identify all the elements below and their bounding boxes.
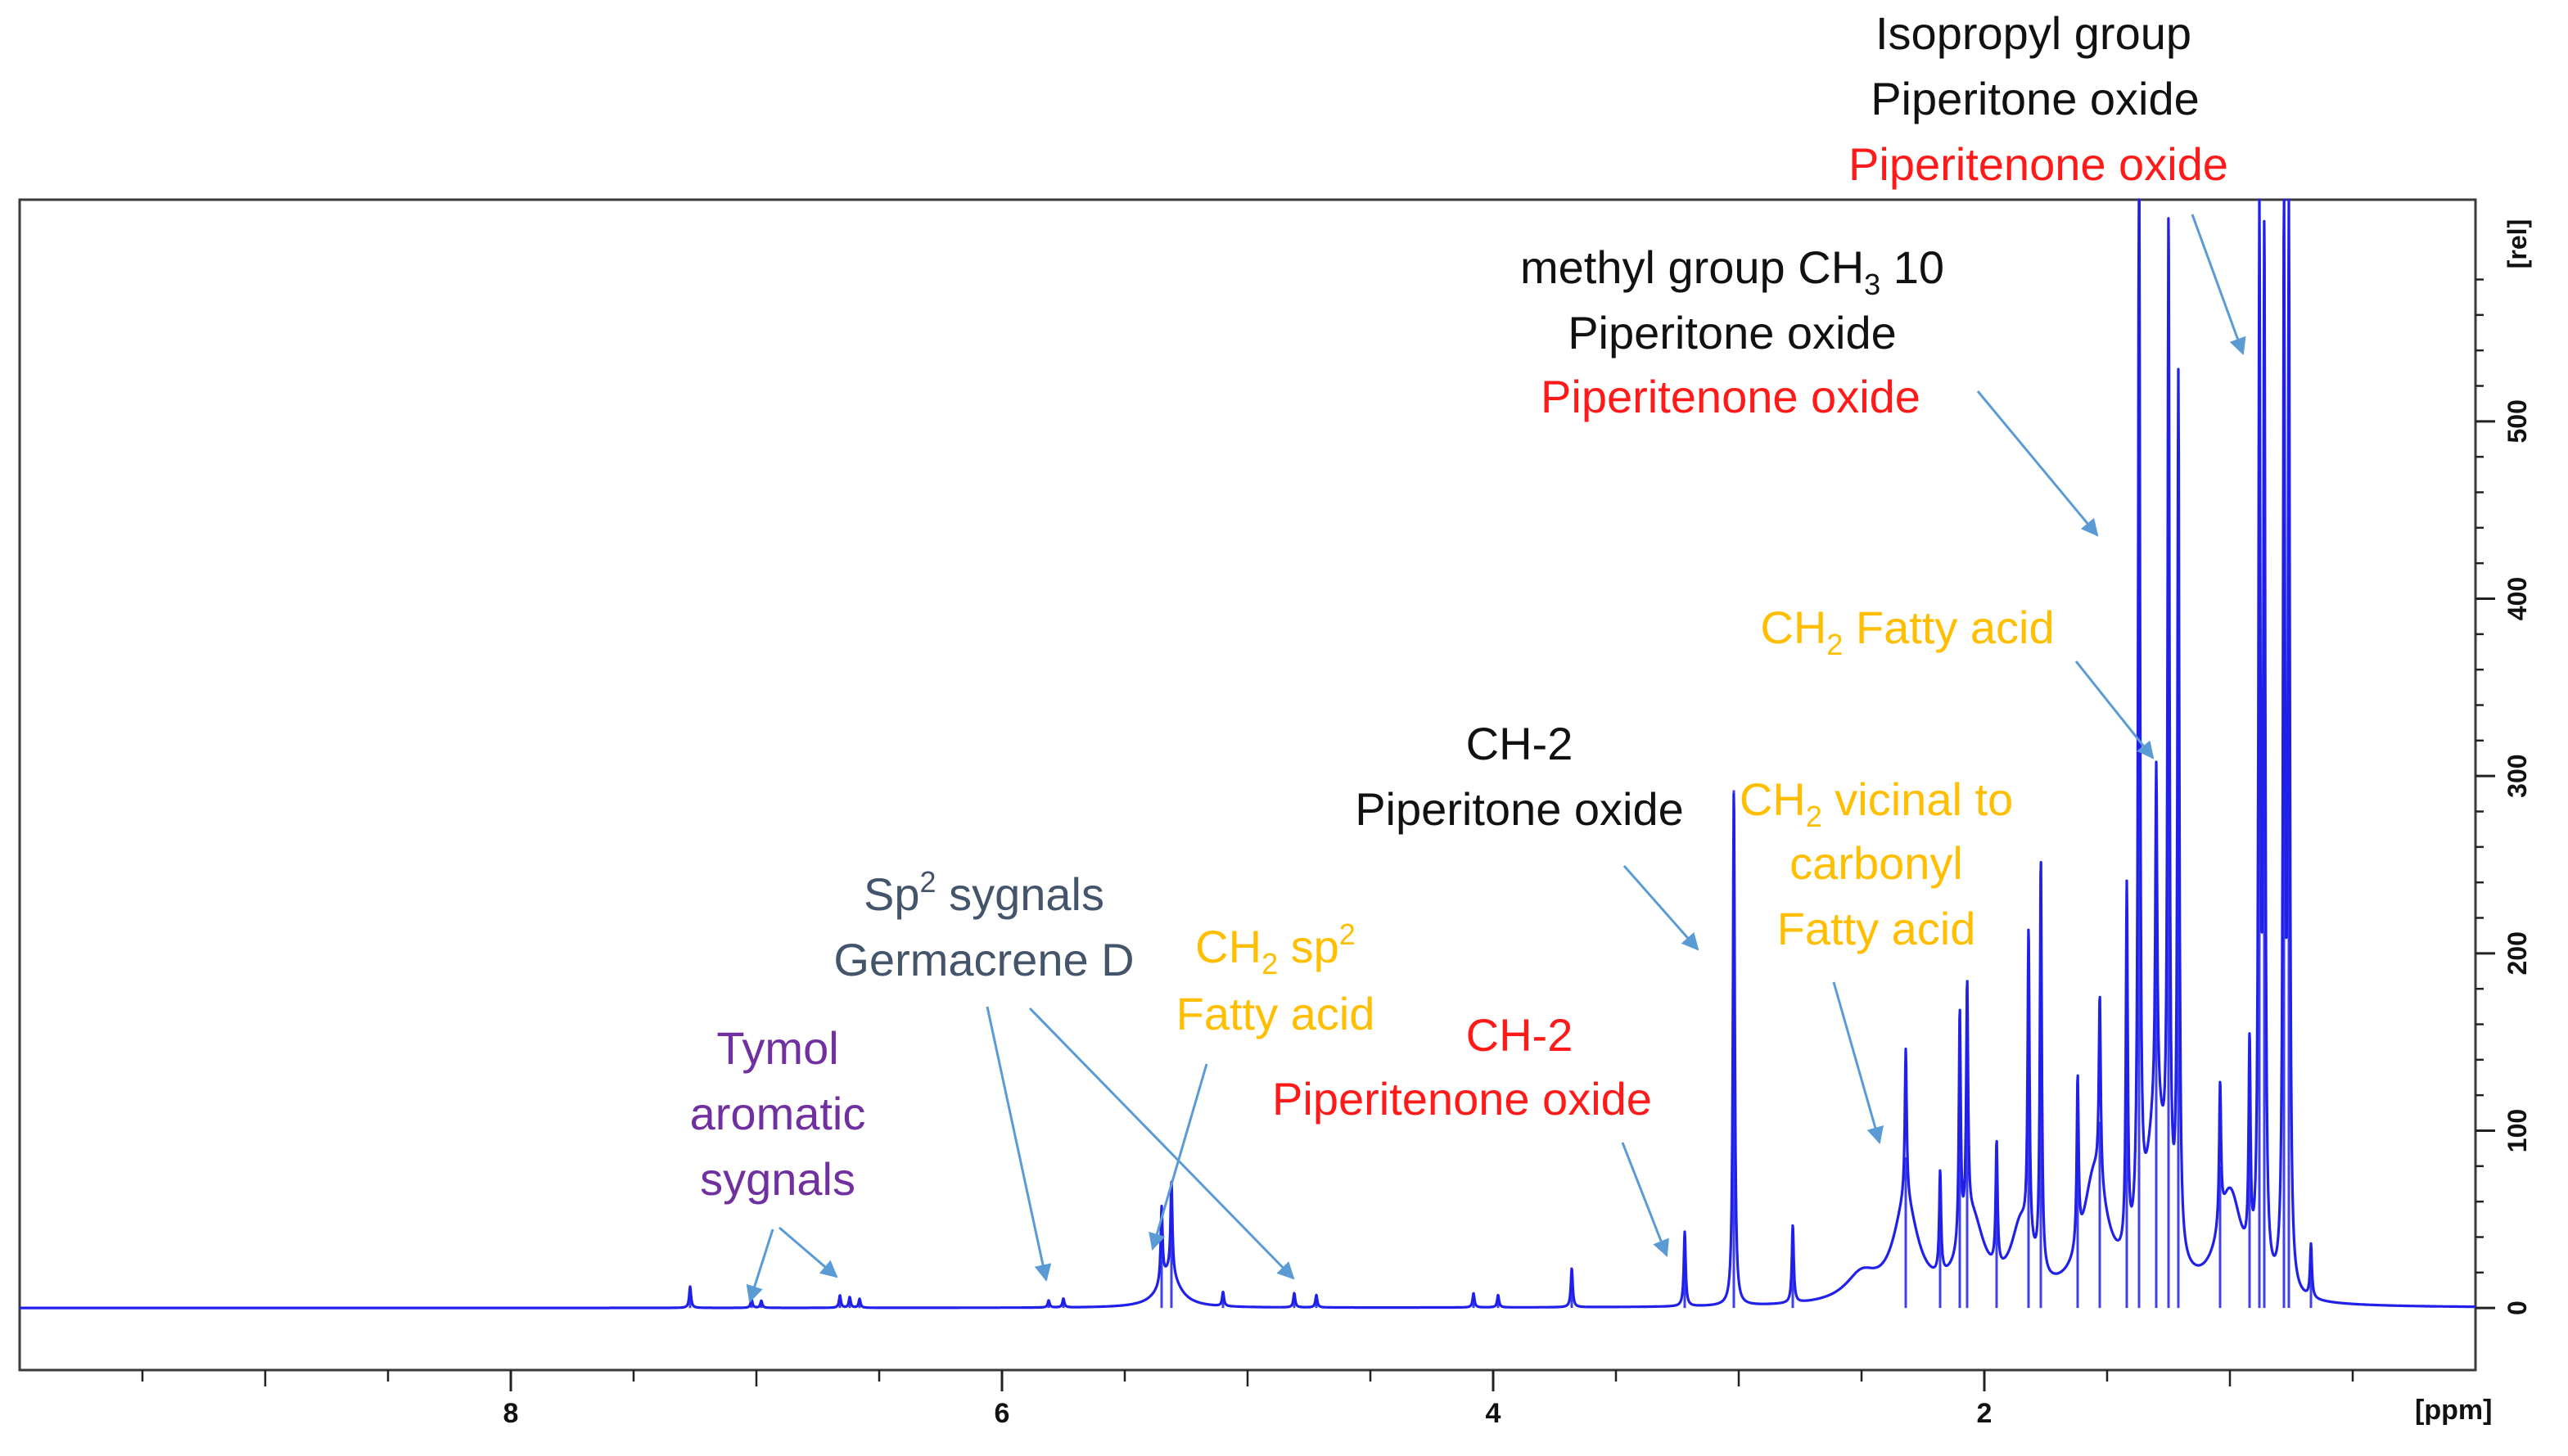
x-tick-label: 2 [1977,1398,1993,1429]
annotation-tymol: Tymol aromatic sygnals [690,1022,866,1205]
annotation-isopropyl: Isopropyl group Piperitone oxide Piperit… [1848,7,2228,190]
annotation-line: CH-2 [1466,1009,1573,1061]
annotation-sp2-germacrene: Sp2 sygnals Germacrene D [833,865,1134,985]
annotation-line: CH-2 [1466,718,1573,769]
peak-markers [688,200,2313,1309]
annotation-line: Piperitenone oxide [1848,138,2228,190]
annotation-line: CH2 vicinal to [1740,773,2013,833]
annotation-line: CH2 sp2 [1195,917,1356,980]
annotation-line: Piperitone oxide [1568,307,1897,358]
annotation-line: Fatty acid [1777,903,1976,954]
annotation-ch2-piperitone: CH-2 Piperitone oxide [1355,718,1684,835]
annotation-line: carbonyl [1789,837,1963,889]
annotation-line: Piperitone oxide [1871,73,2200,124]
annotation-line: Piperitenone oxide [1541,371,1920,422]
annotation-line: Fatty acid [1176,988,1375,1039]
x-tick-label: 8 [503,1398,519,1429]
y-tick-label: 300 [2503,754,2532,797]
annotation-line: aromatic [690,1088,866,1139]
x-tick-label: 6 [995,1398,1010,1429]
y-tick-label: 0 [2503,1300,2532,1315]
arrow-methyl-ch3 [1976,390,2099,537]
arrow-tymol-2 [779,1226,838,1278]
annotation-line: methyl group CH3 10 [1520,241,1944,301]
annotation-line: Piperitenone oxide [1272,1073,1652,1125]
x-axis: 8 6 4 2 [141,1370,2354,1429]
arrow-sp2-1 [986,1006,1052,1282]
annotation-line: CH2 Fatty acid [1760,602,2054,661]
arrow-ch2-fatty-acid [2074,660,2155,760]
annotation-arrows [746,214,2246,1304]
annotation-ch2-sp2: CH2 sp2 Fatty acid [1176,917,1375,1039]
x-axis-label: [ppm] [2415,1395,2492,1426]
annotation-line: Tymol [716,1022,838,1074]
spectrum-line [18,198,2476,1309]
annotation-ch2-piperitenone: CH-2 Piperitenone oxide [1272,1009,1652,1125]
annotation-line: Isopropyl group [1875,7,2191,59]
annotation-methyl-ch3: methyl group CH3 10 Piperitone oxide Pip… [1520,241,1944,422]
arrow-ch2-vicinal [1832,981,1884,1145]
annotation-line: Piperitone oxide [1355,783,1684,835]
y-axis-label: [rel] [2503,219,2532,268]
x-tick-label: 4 [1486,1398,1501,1429]
arrow-ch2-sp2 [1149,1063,1208,1251]
y-tick-label: 400 [2503,577,2532,620]
y-tick-label: 100 [2503,1109,2532,1152]
arrow-sp2-2 [1028,1007,1295,1280]
annotation-line: sygnals [700,1153,855,1205]
annotation-ch2-fatty-acid: CH2 Fatty acid [1760,602,2054,661]
arrow-ch2-piperitenone [1621,1142,1669,1257]
plot-frame [18,198,2477,1372]
arrow-tymol-1 [746,1228,774,1304]
arrow-isopropyl [2191,214,2246,355]
y-tick-label: 200 [2503,931,2532,975]
annotation-ch2-vicinal: CH2 vicinal to carbonyl Fatty acid [1740,773,2013,954]
annotation-line: Sp2 sygnals [864,865,1104,920]
annotation-line: Germacrene D [833,934,1134,985]
arrow-ch2-piperitone [1622,865,1699,951]
y-axis: 0 100 200 300 400 500 [2475,278,2532,1315]
y-tick-label: 500 [2503,399,2532,443]
